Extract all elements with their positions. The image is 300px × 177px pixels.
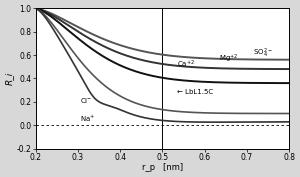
Text: SO$_4^{2-}$: SO$_4^{2-}$ xyxy=(253,47,273,60)
Text: Cl$^{-}$: Cl$^{-}$ xyxy=(80,96,92,105)
X-axis label: r_p   [nm]: r_p [nm] xyxy=(142,163,183,172)
Text: Ca$^{+2}$: Ca$^{+2}$ xyxy=(177,58,195,70)
Y-axis label: R_i: R_i xyxy=(5,72,14,85)
Text: Na$^{+}$: Na$^{+}$ xyxy=(80,113,95,124)
Text: Mg$^{+2}$: Mg$^{+2}$ xyxy=(219,53,239,65)
Text: ← LbL1.5C: ← LbL1.5C xyxy=(177,89,213,95)
